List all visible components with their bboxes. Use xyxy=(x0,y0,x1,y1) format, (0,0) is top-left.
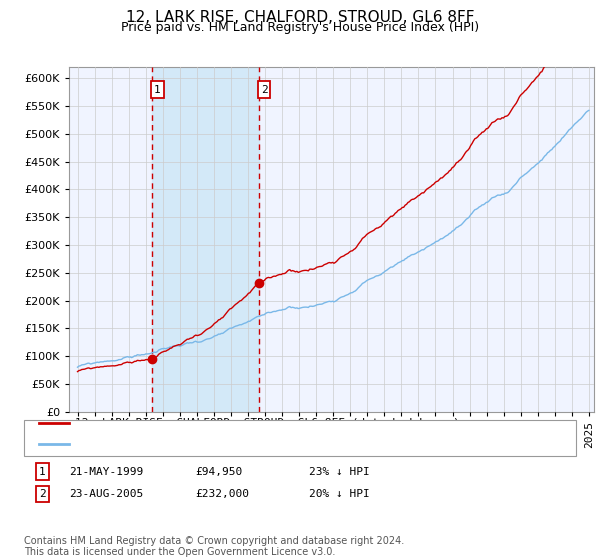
Bar xyxy=(152,67,259,412)
Text: £94,950: £94,950 xyxy=(195,466,242,477)
Text: Contains HM Land Registry data © Crown copyright and database right 2024.
This d: Contains HM Land Registry data © Crown c… xyxy=(24,535,404,557)
Text: 23-AUG-2005: 23-AUG-2005 xyxy=(69,489,143,499)
Text: HPI: Average price, detached house, Stroud: HPI: Average price, detached house, Stro… xyxy=(75,439,359,449)
Text: 1: 1 xyxy=(154,85,161,95)
Text: 21-MAY-1999: 21-MAY-1999 xyxy=(69,466,143,477)
Text: 12, LARK RISE, CHALFORD, STROUD, GL6 8FF (detached house): 12, LARK RISE, CHALFORD, STROUD, GL6 8FF… xyxy=(75,418,460,427)
Text: £232,000: £232,000 xyxy=(195,489,249,499)
Text: 2: 2 xyxy=(39,489,46,499)
Text: Price paid vs. HM Land Registry's House Price Index (HPI): Price paid vs. HM Land Registry's House … xyxy=(121,21,479,34)
Text: 12, LARK RISE, CHALFORD, STROUD, GL6 8FF: 12, LARK RISE, CHALFORD, STROUD, GL6 8FF xyxy=(126,10,474,25)
Text: 23% ↓ HPI: 23% ↓ HPI xyxy=(309,466,370,477)
Text: 2: 2 xyxy=(260,85,268,95)
Text: 20% ↓ HPI: 20% ↓ HPI xyxy=(309,489,370,499)
Text: 1: 1 xyxy=(39,466,46,477)
